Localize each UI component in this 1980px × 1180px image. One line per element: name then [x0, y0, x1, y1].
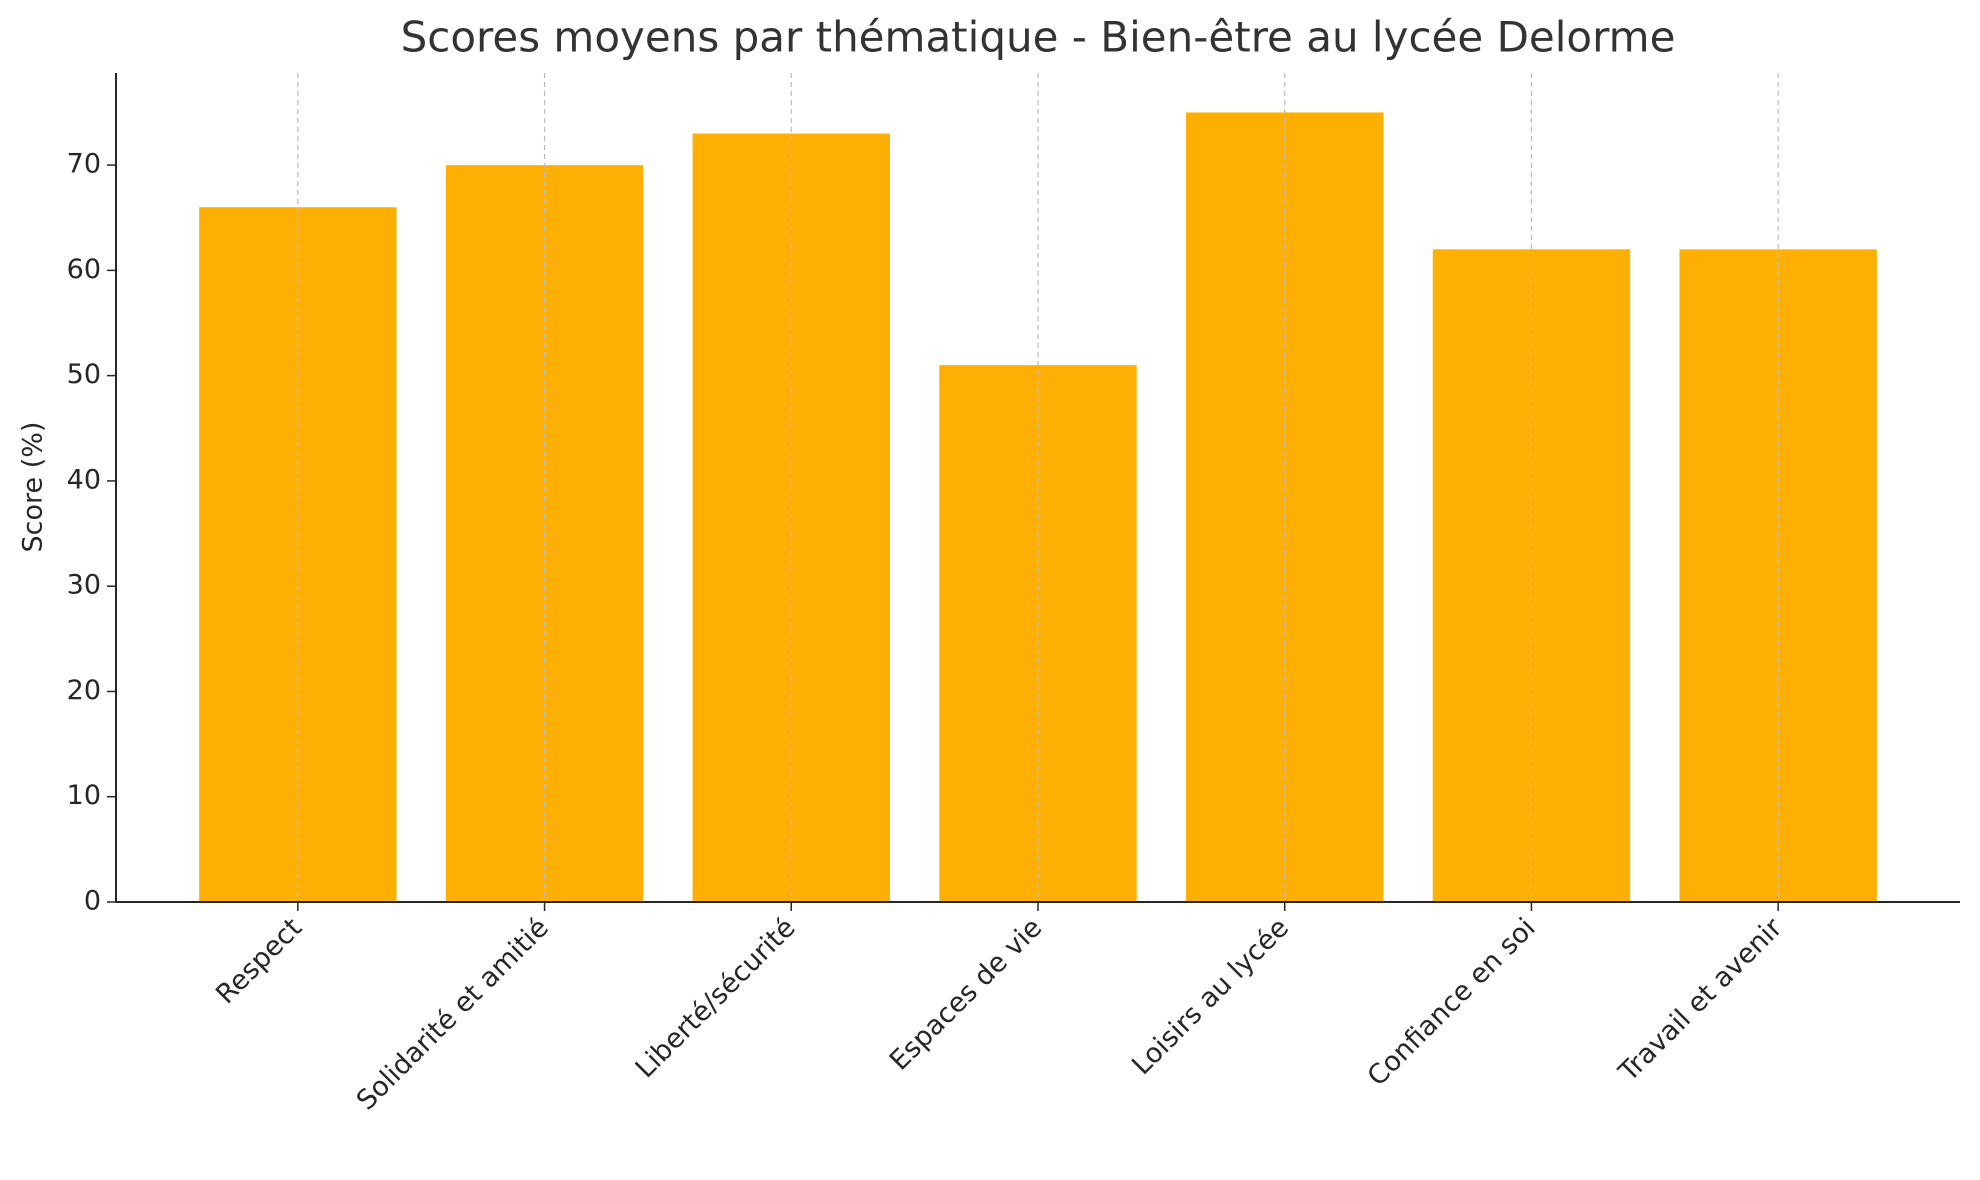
- y-tick-label: 60: [67, 254, 101, 285]
- y-tick-label: 10: [67, 780, 101, 811]
- x-tick-label: Liberté/sécurité: [630, 912, 802, 1084]
- chart-title: Scores moyens par thématique - Bien-être…: [401, 13, 1676, 62]
- x-tick-label: Respect: [210, 912, 308, 1010]
- x-tick-label: Confiance en soi: [1362, 912, 1542, 1092]
- x-tick-label: Travail et avenir: [1612, 912, 1789, 1089]
- x-tick-label: Espaces de vie: [884, 912, 1048, 1076]
- y-tick-label: 40: [67, 464, 101, 495]
- y-axis-label: Score (%): [18, 422, 49, 553]
- x-tick-label: Solidarité et amitié: [351, 912, 555, 1116]
- y-tick-label: 50: [67, 359, 101, 390]
- y-tick-label: 30: [67, 570, 101, 601]
- y-tick-label: 0: [84, 886, 101, 917]
- y-tick-label: 20: [67, 675, 101, 706]
- x-tick-label: Loisirs au lycée: [1126, 912, 1295, 1081]
- y-tick-label: 70: [67, 149, 101, 180]
